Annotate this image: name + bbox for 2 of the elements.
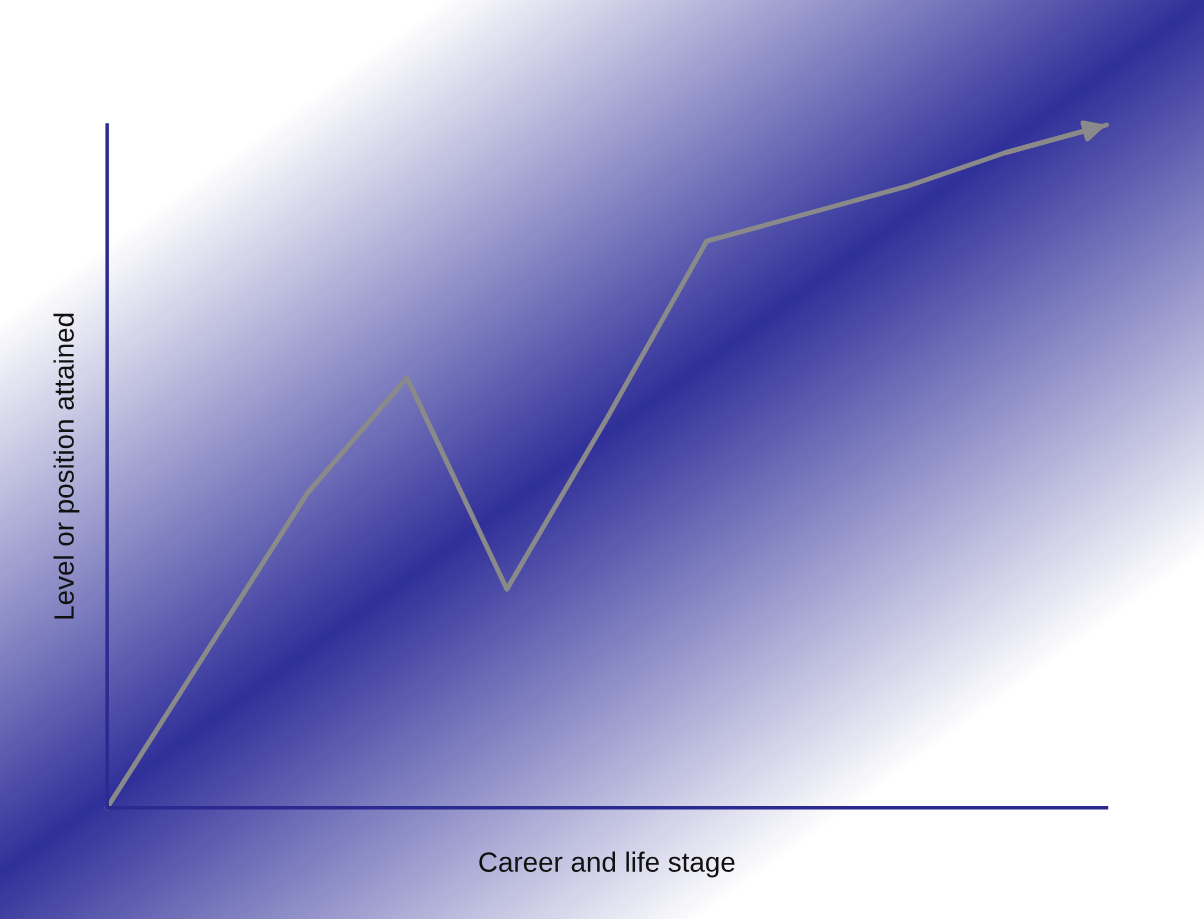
y-axis-title: Level or position attained — [53, 313, 80, 619]
x-axis-title: Career and life stage — [479, 851, 735, 878]
